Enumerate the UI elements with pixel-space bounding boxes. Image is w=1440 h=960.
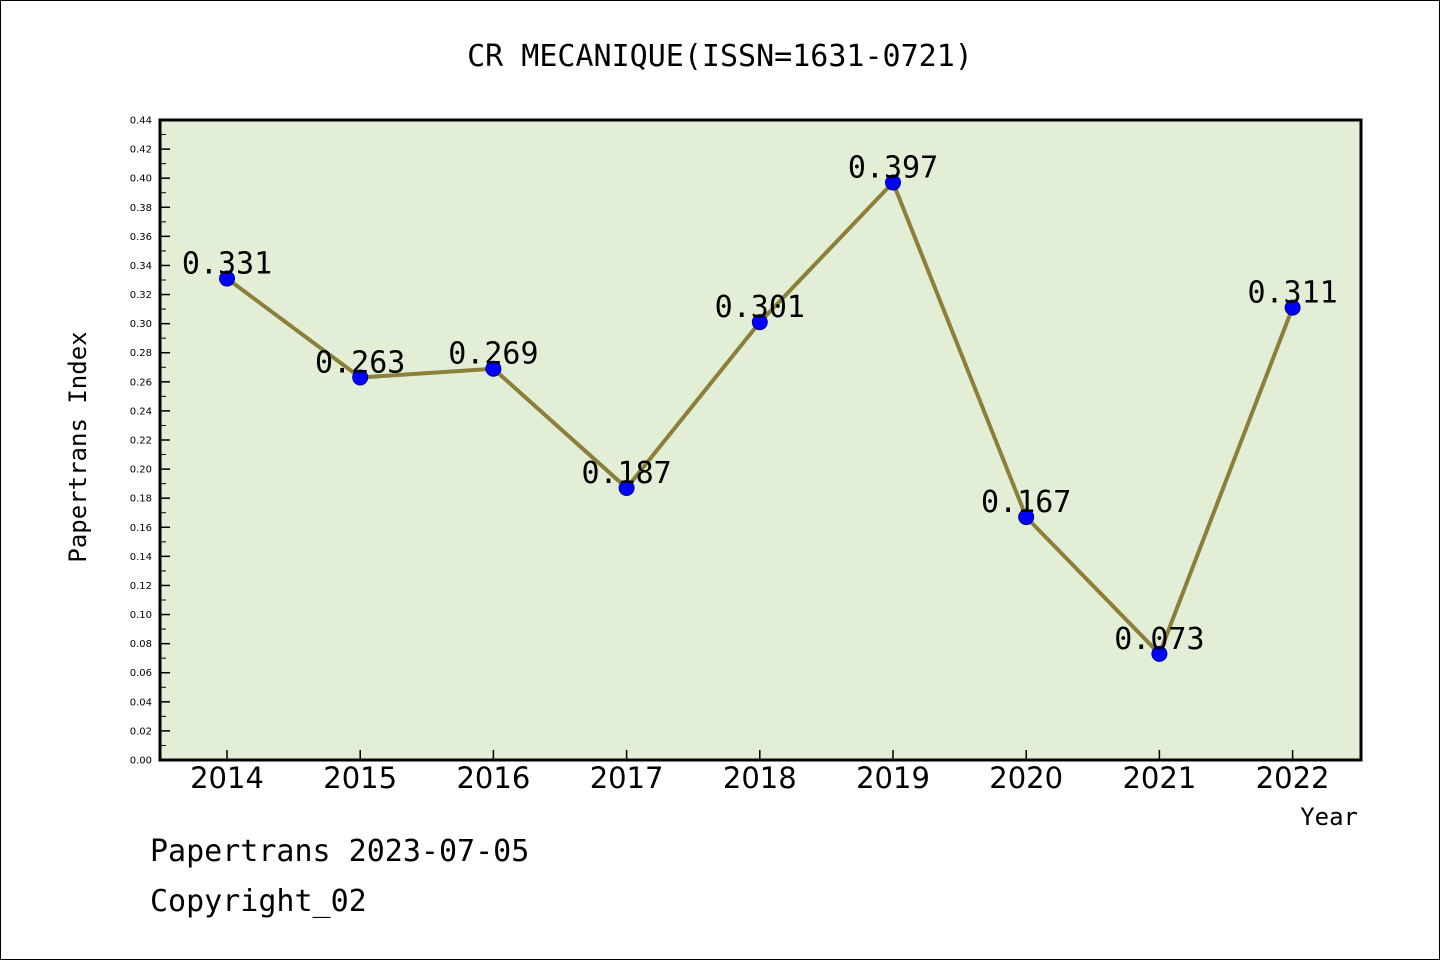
y-tick-label: 0.12 [130, 581, 152, 592]
y-tick-label: 0.14 [130, 552, 152, 563]
y-tick-label: 0.36 [130, 232, 152, 243]
y-tick-label: 0.02 [130, 726, 152, 737]
y-tick-label: 0.42 [130, 145, 152, 156]
y-tick-label: 0.16 [130, 523, 152, 534]
data-point-marker [751, 314, 768, 331]
y-tick-label: 0.08 [130, 639, 152, 650]
x-tick-label: 2019 [856, 761, 930, 795]
y-tick-label: 0.34 [130, 261, 152, 272]
x-tick-label: 2015 [323, 761, 397, 795]
y-tick-label: 0.06 [130, 668, 152, 679]
y-axis-ticks: 0.00 0.02 0.04 0.06 0.08 0.10 0.12 0.14 0.16 0.18… [130, 116, 170, 767]
footer-copyright-text: Copyright_02 [150, 884, 367, 919]
x-axis-ticks: 2014 2015 2016 2017 2018 2019 2020 2021 2022 [190, 750, 1330, 795]
y-tick-label: 0.24 [130, 406, 152, 417]
data-label: 0.187 [581, 456, 671, 491]
x-tick-label: 2021 [1122, 761, 1196, 795]
y-tick-label: 0.20 [130, 465, 152, 476]
y-tick-label: 0.30 [130, 319, 152, 330]
data-point-marker [1018, 509, 1035, 526]
data-point-marker [1284, 299, 1301, 316]
x-tick-label: 2018 [723, 761, 797, 795]
data-label: 0.269 [448, 337, 538, 372]
data-point-marker [352, 369, 369, 386]
data-label: 0.073 [1114, 622, 1204, 657]
data-label: 0.301 [715, 290, 805, 325]
y-tick-label: 0.38 [130, 203, 152, 214]
plot-area [158, 118, 1363, 762]
data-point-marker [485, 360, 502, 377]
x-tick-label: 2022 [1256, 761, 1330, 795]
data-point-marker [885, 174, 901, 191]
data-point-marker [1151, 645, 1168, 662]
x-tick-label: 2014 [190, 761, 264, 795]
y-tick-label: 0.40 [130, 174, 152, 185]
y-tick-label: 0.10 [130, 610, 152, 621]
data-label: 0.397 [848, 151, 938, 186]
data-label: 0.331 [182, 247, 272, 282]
data-label: 0.311 [1247, 276, 1337, 311]
y-tick-label: 0.44 [130, 116, 152, 127]
y-axis-label: Papertrans Index [64, 331, 92, 562]
y-tick-label: 0.04 [130, 697, 152, 708]
x-tick-label: 2017 [590, 761, 664, 795]
data-label: 0.263 [315, 345, 405, 380]
x-tick-label: 2016 [456, 761, 530, 795]
y-tick-label: 0.18 [130, 494, 152, 505]
data-point-marker [219, 270, 235, 287]
y-tick-label: 0.26 [130, 377, 152, 388]
footer-date-text: Papertrans 2023-07-05 [150, 834, 530, 869]
y-tick-label: 0.22 [130, 436, 152, 447]
chart-title: CR MECANIQUE(ISSN=1631-0721) [467, 39, 973, 74]
y-tick-label: 0.00 [130, 756, 152, 767]
data-point-marker [618, 480, 635, 496]
data-label: 0.167 [981, 485, 1071, 520]
x-axis-label: Year [1300, 803, 1358, 831]
x-tick-label: 2020 [989, 761, 1063, 795]
data-series: 0.331 0.263 0.269 0.187 0.301 0.397 0.167 0.073… [182, 151, 1338, 662]
y-tick-label: 0.28 [130, 348, 152, 359]
y-tick-label: 0.32 [130, 290, 152, 301]
